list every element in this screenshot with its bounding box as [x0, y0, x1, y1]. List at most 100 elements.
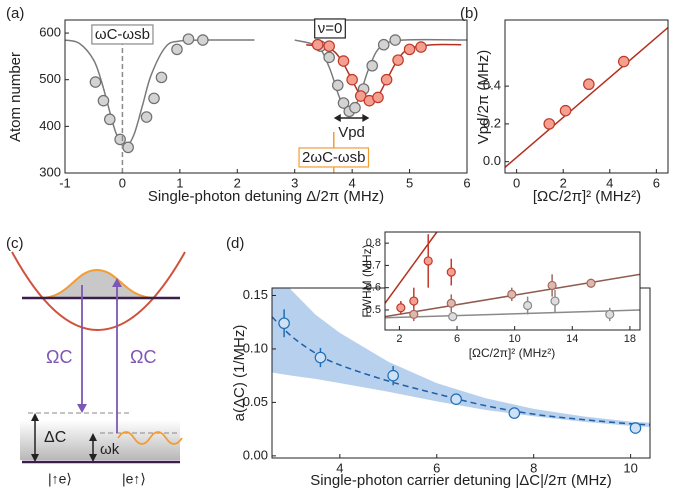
panel-c: (c) ΩC ΩC ΔC ωk |↑e⟩ |e↑⟩ [6, 235, 186, 487]
data-point [314, 351, 327, 364]
y-tick-label: 0.15 [243, 287, 268, 302]
x-tick-label: 6 [653, 175, 660, 190]
plot-area [65, 33, 467, 154]
y-tick-label: 0.8 [366, 237, 381, 249]
data-point [617, 55, 630, 68]
data-point [415, 41, 427, 53]
panel-label: (d) [226, 235, 244, 252]
delta-label: ΔC [44, 429, 66, 446]
data-point [182, 33, 195, 45]
x-tick-label: 3 [291, 175, 298, 190]
panel-label: (b) [460, 5, 478, 22]
data-point [446, 267, 456, 277]
x-axis-title: Single-photon detuning Δ/2π (MHz) [148, 188, 384, 205]
data-point [409, 296, 419, 306]
x-tick-label: 8 [530, 460, 537, 475]
annotation: ωC-ωsb [95, 26, 150, 43]
state-label: |↑e⟩ [48, 471, 72, 487]
x-tick-label: 2 [560, 175, 567, 190]
data-point [349, 101, 361, 114]
x-tick-label: 18 [624, 333, 636, 345]
fit-line [385, 232, 438, 304]
y-tick-label: 600 [39, 24, 61, 39]
data-point [392, 54, 404, 66]
panel: (a) -1 0 1 2 3 4 5 6 300 400 500 600 Single-photon de… [6, 5, 471, 205]
data-point [323, 40, 335, 52]
y-tick-label: 0.6 [366, 282, 381, 294]
y-axis-title: FWHM (MHz) [360, 244, 374, 317]
x-tick-label: 2 [396, 333, 402, 345]
y-tick-label: 0.4 [483, 78, 501, 93]
x-axis-title: Single-photon carrier detuning |ΔC|/2π (… [310, 472, 612, 489]
x-tick-label: 0 [119, 175, 126, 190]
data-point [547, 280, 557, 291]
data-point [311, 38, 324, 51]
data-point [450, 393, 462, 405]
data-point [446, 298, 456, 308]
data-point [409, 309, 419, 320]
panel-label: (c) [6, 235, 24, 252]
panel: (d) 4 6 8 10 0.00 0.05 0.10 0.15 Single-photon ca… [226, 235, 651, 489]
data-point [103, 113, 116, 126]
annotation: 2ωC-ωsb [302, 149, 365, 166]
annotation: Vpd [338, 124, 365, 141]
x-tick-label: 6 [463, 175, 470, 190]
x-tick-label: 2 [234, 175, 241, 190]
y-tick-label: 0.7 [366, 259, 381, 271]
annotation-box [298, 147, 370, 168]
x-tick-label: 10 [623, 460, 637, 475]
y-axis-title: Vpd/2π (MHz) [475, 50, 492, 145]
annotation-box [314, 18, 346, 39]
annotation-box [91, 24, 154, 45]
y-axis-title: Atom number [7, 52, 24, 142]
x-tick-label: 4 [336, 460, 343, 475]
arrow-head [112, 278, 122, 287]
data-point [448, 312, 458, 322]
upper-potential [11, 251, 186, 331]
data-point [559, 104, 572, 117]
data-point [366, 59, 379, 72]
data-point [583, 78, 595, 91]
x-tick-label: 0 [513, 175, 520, 190]
panel: (b) 0 2 4 6 0.0 0.2 0.4 [ΩC/2π]² (MHz²) Vpd/2π (M… [460, 5, 669, 205]
x-tick-label: -1 [59, 175, 71, 190]
state-label: |e↑⟩ [122, 471, 146, 487]
x-tick-label: 10 [509, 333, 521, 345]
annotation: ν=0 [318, 20, 343, 37]
data-point [140, 111, 153, 123]
data-point [89, 76, 102, 88]
x-tick-label: 14 [566, 333, 578, 345]
data-point [605, 309, 615, 320]
frame [384, 231, 641, 331]
data-point [543, 118, 556, 130]
x-tick-label: 1 [176, 175, 183, 190]
fit-line [385, 309, 640, 319]
y-tick-label: 0.0 [483, 153, 501, 168]
y-axis-title: a(ΔC) (1/MHz) [231, 325, 248, 422]
data-point [148, 92, 160, 105]
data-point [387, 369, 399, 382]
y-tick-label: 300 [39, 164, 61, 179]
y-tick-label: 0.05 [243, 394, 268, 409]
data-point [403, 43, 416, 56]
data-point [122, 141, 134, 154]
data-point [586, 278, 596, 288]
data-point [629, 422, 642, 434]
data-point [171, 43, 183, 56]
data-point [278, 317, 290, 330]
fit-line [505, 26, 668, 168]
data-point [323, 51, 335, 64]
rabi-label: ΩC [46, 347, 72, 367]
data-point [114, 133, 126, 146]
data-point [372, 91, 384, 104]
x-tick-label: 4 [606, 175, 613, 190]
y-tick-label: 0.2 [483, 115, 501, 130]
data-point [331, 79, 344, 92]
data-point [550, 296, 560, 306]
x-axis-title: [ΩC/2π]² (MHz²) [469, 346, 556, 360]
x-tick-label: 6 [433, 460, 440, 475]
data-point [346, 73, 358, 86]
data-point [396, 303, 406, 313]
data-point [389, 34, 402, 46]
